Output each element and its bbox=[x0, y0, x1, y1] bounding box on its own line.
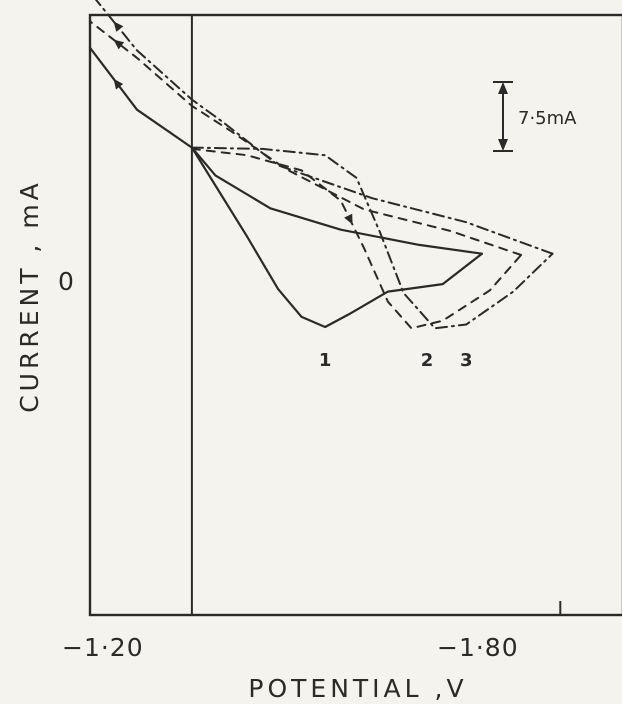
scale-bar-label: 7·5mA bbox=[518, 108, 577, 129]
plot-frame bbox=[88, 13, 622, 617]
series-2-direction-arrow bbox=[113, 39, 125, 50]
y-tick-label-zero: 0 bbox=[58, 267, 75, 296]
series-1-forward-path bbox=[190, 146, 483, 329]
series-1-reverse-path bbox=[88, 46, 483, 255]
series-label-layer: 1 2 3 bbox=[319, 350, 473, 371]
series-2-reverse-path bbox=[89, 20, 523, 256]
x-tick-label-right: −1·80 bbox=[437, 633, 519, 662]
series-3-reverse-path bbox=[94, 0, 554, 255]
series-3-direction-arrow bbox=[113, 21, 124, 32]
scale-bar-up-arrow bbox=[498, 82, 508, 94]
series-label-3: 3 bbox=[460, 350, 473, 371]
series-3-forward-path bbox=[190, 146, 554, 330]
x-tick-label-left: −1·20 bbox=[62, 633, 144, 662]
series-layer bbox=[88, 0, 554, 330]
arrow-layer bbox=[113, 21, 353, 225]
series-label-2: 2 bbox=[421, 350, 434, 371]
series-label-1: 1 bbox=[319, 350, 332, 371]
scale-bar: 7·5mA bbox=[493, 81, 577, 152]
series-2-forward-arrow bbox=[344, 213, 353, 225]
scale-bar-down-arrow bbox=[498, 139, 508, 151]
x-axis-title: POTENTIAL ,V bbox=[248, 674, 467, 703]
y-axis-title: CURRENT , mA bbox=[15, 179, 44, 413]
series-1-direction-arrow bbox=[113, 78, 124, 90]
